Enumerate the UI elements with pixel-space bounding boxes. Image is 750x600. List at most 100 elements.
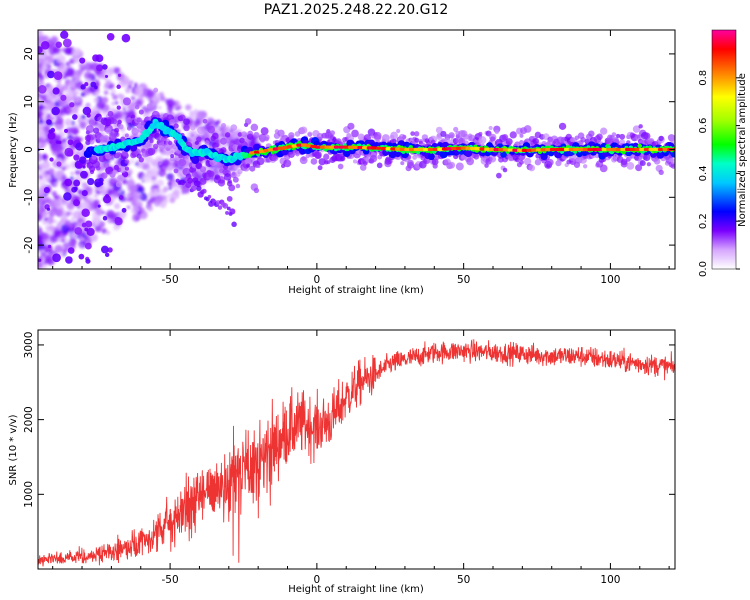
spectrogram-noise-cell — [89, 186, 93, 191]
spectrogram-noise-cell — [103, 90, 109, 95]
spectrogram-noise-cell — [125, 87, 131, 94]
spectrogram-peak-cell — [629, 147, 636, 152]
spectrogram-noise-cell — [127, 192, 133, 198]
spectrogram-noise-cell — [67, 211, 71, 216]
spectrogram-halo-cell — [223, 173, 232, 181]
spectrogram-y-tick-label: -20 — [23, 237, 35, 254]
spectrogram-noise-cell — [96, 190, 100, 194]
spectrogram-halo-cell — [478, 131, 483, 136]
spectrogram-noise-blob — [78, 156, 87, 164]
spectrogram-noise-cell — [63, 102, 67, 107]
spectrogram-halo-cell — [612, 137, 620, 144]
spectrogram-noise-blob — [65, 256, 73, 264]
spectrogram-halo-cell — [264, 136, 269, 142]
spectrogram-halo-cell — [197, 126, 205, 135]
spectrogram-halo-cell — [235, 183, 241, 189]
spectrogram-halo-cell — [228, 184, 236, 192]
spectrogram-trail-cell — [207, 194, 212, 199]
spectrogram-halo-cell — [453, 126, 459, 133]
spectrogram-noise-cell — [115, 111, 123, 120]
spectrogram-halo-cell — [509, 131, 517, 139]
spectrogram-ridge-band — [130, 144, 138, 152]
spectrogram-halo-cell — [360, 164, 367, 171]
spectrogram-noise-cell — [169, 198, 175, 203]
snr-x-ticks: -50 0 50 100 — [52, 330, 670, 586]
snr-frame — [37, 329, 676, 570]
colorbar: 0.0 0.2 0.4 0.6 0.8 Normalized spectral ampl… — [698, 29, 748, 277]
spectrogram-noise-cell — [161, 194, 167, 201]
spectrogram-noise-cell — [108, 67, 113, 73]
spectrogram-halo-cell — [277, 129, 285, 137]
spectrogram-trail-cell — [187, 177, 194, 184]
spectrogram-noise-blob — [46, 119, 52, 125]
spectrogram-halo-cell — [100, 117, 109, 125]
spectrogram-noise-cell — [52, 229, 61, 238]
spectrogram-noise-blob — [46, 207, 51, 211]
spectrogram-halo-cell — [149, 139, 154, 144]
spectrogram-noise-blob — [116, 84, 121, 90]
spectrogram-peak-cell — [338, 145, 345, 149]
spectrogram-noise-cell — [62, 138, 67, 143]
spectrogram-halo-cell — [588, 130, 595, 137]
spectrogram-noise-cell — [42, 221, 47, 225]
snr-y-ticks: 1000 2000 3000 — [23, 332, 675, 508]
spectrogram-noise-cell — [167, 107, 171, 111]
spectrogram-y-ticks: -20 -10 0 10 20 — [23, 47, 675, 254]
colorbar-tick-label: 0.8 — [698, 70, 709, 86]
spectrogram-peak-cell — [362, 146, 369, 150]
snr-panel: -50 0 50 100 1000 2000 3000 Height of straigh… — [8, 329, 676, 595]
spectrogram-halo-cell — [455, 162, 464, 171]
spectrogram-noise-cell — [41, 153, 48, 161]
spectrogram-noise-cell — [122, 107, 126, 111]
spectrogram-halo-cell — [528, 164, 536, 172]
spectrogram-halo-cell — [245, 158, 252, 166]
spectrogram-cells — [38, 30, 675, 269]
spectrogram-halo-cell — [326, 160, 331, 165]
spectrogram-halo-cell — [107, 125, 114, 131]
spectrogram-noise-cell — [70, 216, 76, 223]
spectrogram-noise-cell — [93, 193, 98, 198]
spectrogram-halo-cell — [183, 124, 190, 132]
spectrogram-peak-cell — [498, 148, 505, 152]
spectrogram-noise-cell — [151, 178, 158, 185]
spectrogram-halo-cell — [329, 130, 336, 136]
snr-y-tick-label: 3000 — [23, 332, 35, 359]
spectrogram-noise-cell — [44, 35, 49, 41]
spectrogram-noise-blob — [73, 199, 81, 207]
spectrogram-halo-cell — [167, 140, 173, 146]
spectrogram-halo-cell — [112, 169, 117, 175]
spectrogram-noise-blob — [38, 46, 43, 54]
snr-x-tick-label: 0 — [314, 574, 321, 586]
spectrogram-halo-cell — [249, 165, 256, 172]
spectrogram-noise-blob — [80, 84, 86, 90]
spectrogram-noise-cell — [153, 198, 162, 207]
spectrogram-noise-cell — [78, 62, 85, 69]
spectrogram-halo-cell — [244, 118, 252, 125]
spectrogram-noise-blob — [51, 106, 60, 116]
spectrogram-peak-cell — [385, 147, 392, 151]
spectrogram-noise-blob — [106, 32, 115, 41]
spectrogram-noise-cell — [113, 193, 118, 199]
spectrogram-noise-blob — [56, 161, 62, 167]
spectrogram-noise-cell — [81, 201, 90, 210]
spectrogram-halo-cell — [86, 161, 94, 169]
spectrogram-noise-blob — [86, 227, 95, 237]
snr-background — [38, 330, 675, 569]
spectrogram-y-tick-label: 0 — [23, 146, 35, 153]
spectrogram-noise-blob — [102, 64, 108, 70]
spectrogram-halo-cell — [259, 137, 266, 143]
spectrogram-noise-cell — [170, 191, 180, 200]
spectrogram-noise-cell — [158, 106, 162, 110]
spectrogram-halo-cell — [173, 123, 179, 129]
spectrogram-noise-cell — [118, 93, 124, 99]
spectrogram-ridge-band — [388, 149, 397, 159]
spectrogram-peak-cell — [606, 147, 612, 152]
spectrogram-noise-cell — [74, 169, 80, 175]
colorbar-frame — [711, 29, 737, 270]
spectrogram-peak-cell — [423, 147, 429, 152]
spectrogram-halo-cell — [580, 137, 586, 143]
spectrogram-halo-cell — [183, 118, 190, 126]
spectrogram-noise-cell — [58, 108, 65, 115]
spectrogram-noise-cell — [137, 211, 142, 215]
spectrogram-noise-blob — [38, 258, 42, 263]
